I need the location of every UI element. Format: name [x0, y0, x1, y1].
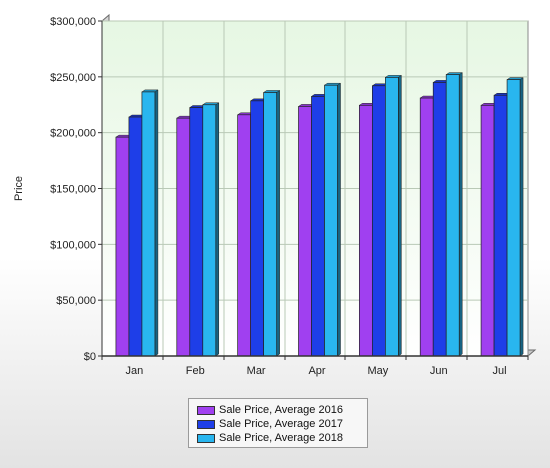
legend-item-2018: Sale Price, Average 2018 — [197, 431, 367, 445]
x-tick-label: Feb — [186, 365, 205, 377]
axes — [98, 20, 529, 360]
legend-item-2016: Sale Price, Average 2016 — [197, 403, 367, 417]
bar-apr-2 — [323, 82, 342, 357]
bar-chart: $0 $50,000 $100,000 $150,000 $200,000 $250,00… — [13, 13, 537, 377]
y-axis-title: Price — [13, 176, 25, 201]
legend-label-2016: Sale Price, Average 2016 — [219, 404, 343, 416]
legend-swatch-2016 — [197, 405, 215, 415]
x-tick-label: Jan — [126, 365, 144, 377]
x-tick-label: Mar — [247, 365, 266, 377]
bars — [115, 72, 524, 357]
bar-may-2 — [384, 74, 403, 357]
bar-feb-2 — [201, 102, 220, 357]
x-tick-labels: Jan Feb Mar Apr May Jun Jul — [126, 365, 507, 377]
y-tick-label: $300,000 — [50, 16, 96, 28]
legend-item-2017: Sale Price, Average 2017 — [197, 417, 367, 431]
y-tick-labels: $0 $50,000 $100,000 $150,000 $200,000 $250,00… — [50, 16, 96, 363]
legend-label-2017: Sale Price, Average 2017 — [219, 418, 343, 430]
bar-mar-2 — [262, 89, 281, 357]
x-tick-label: Jul — [493, 365, 507, 377]
legend-swatch-2017 — [197, 419, 215, 429]
chart-legend: Sale Price, Average 2016 Sale Price, Ave… — [188, 398, 368, 448]
bar-jun-2 — [445, 72, 464, 357]
y-tick-label: $50,000 — [56, 295, 96, 307]
bar-jan-2 — [141, 89, 159, 357]
y-tick-label: $150,000 — [50, 184, 96, 196]
y-tick-label: $100,000 — [50, 239, 96, 251]
y-tick-label: $200,000 — [50, 128, 96, 140]
x-tick-label: May — [367, 365, 388, 377]
bar-jul-2 — [506, 77, 524, 357]
x-tick-label: Apr — [308, 365, 325, 377]
y-tick-label: $0 — [84, 351, 96, 363]
legend-label-2018: Sale Price, Average 2018 — [219, 432, 343, 444]
x-tick-label: Jun — [430, 365, 448, 377]
legend-swatch-2018 — [197, 433, 215, 443]
y-tick-label: $250,000 — [50, 72, 96, 84]
